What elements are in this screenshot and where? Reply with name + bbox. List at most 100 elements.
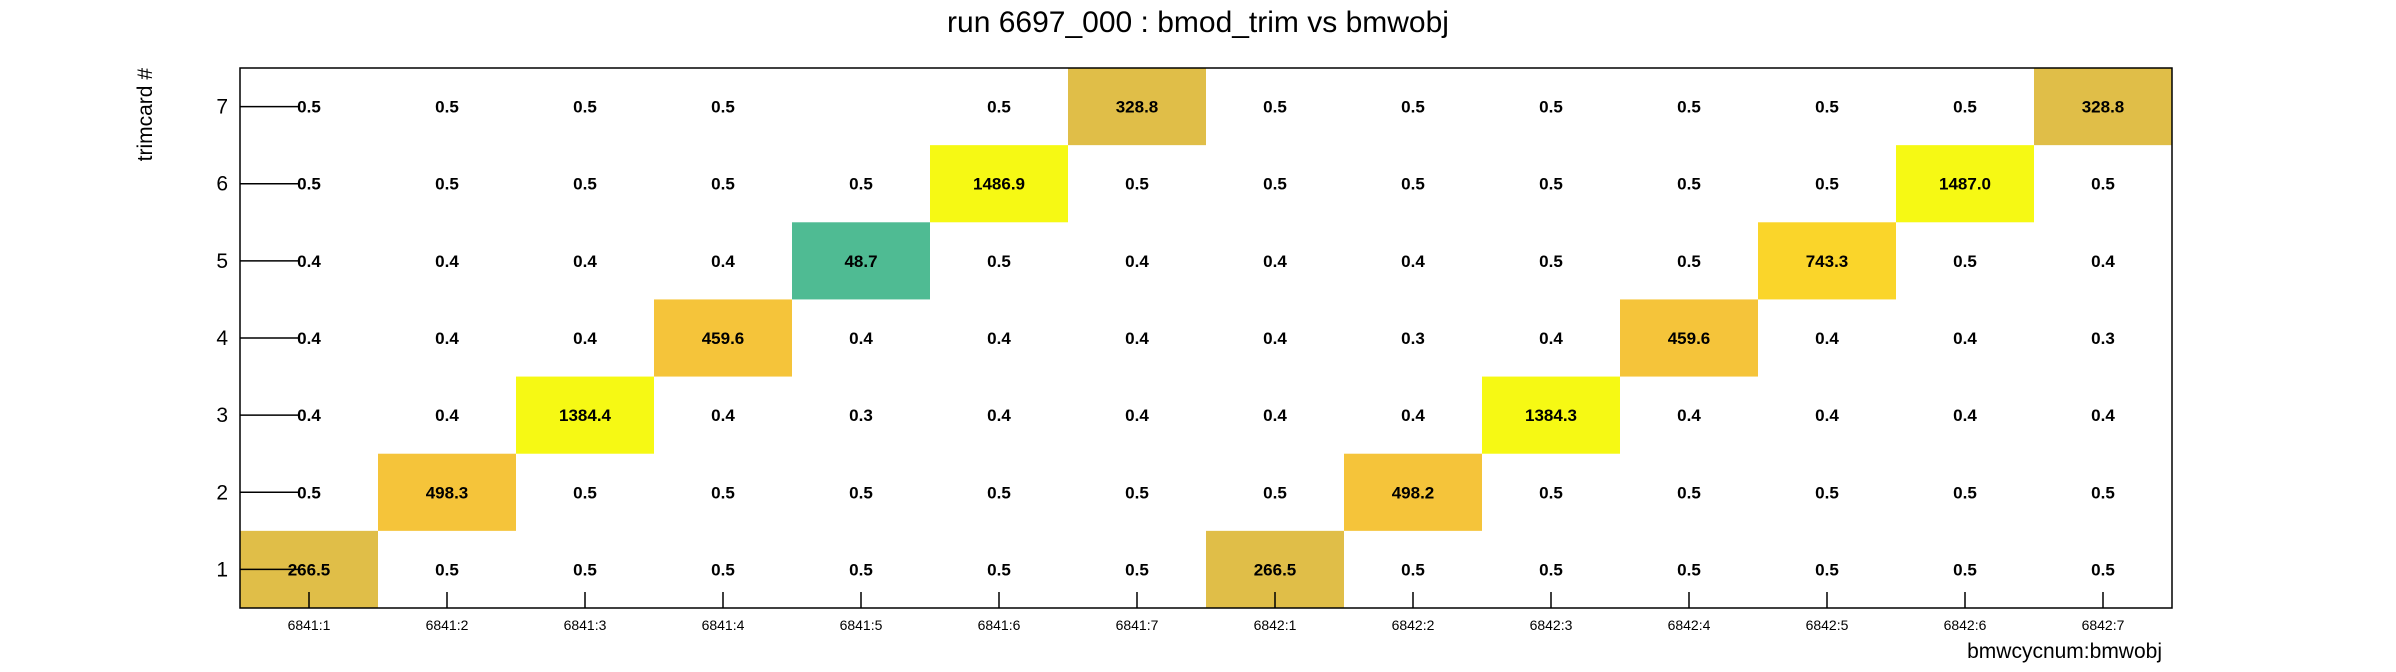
heatmap-cell: [378, 453, 516, 531]
cell-value-label: 498.3: [426, 483, 469, 502]
cell-value-label: 1486.9: [973, 175, 1025, 194]
x-axis: 6841:1 6841:2 6841:3 6841:4 6841:5 6841:6 6841…: [288, 592, 2125, 633]
cell-value-label: 0.4: [1401, 252, 1425, 271]
cell-value-label: 0.5: [1401, 175, 1425, 194]
cell-value-label: 0.5: [1125, 560, 1149, 579]
cell-value-label: 0.3: [1401, 329, 1425, 348]
cell-value-label: 0.4: [297, 329, 321, 348]
heatmap-cell: [1620, 299, 1758, 377]
heatmap-cell: [1896, 145, 2034, 223]
cell-value-label: 0.5: [2091, 483, 2115, 502]
cell-value-label: 0.5: [711, 560, 735, 579]
heatmap-cell: [930, 145, 1068, 223]
x-tick-label: 6841:5: [840, 617, 883, 633]
cell-value-label: 0.4: [1953, 406, 1977, 425]
cell-value-label: 0.5: [987, 560, 1011, 579]
y-tick-label: 7: [216, 96, 228, 119]
cell-value-label: 0.4: [1953, 329, 1977, 348]
y-axis: 1 2 3 4 5 6 7: [216, 96, 298, 581]
cell-value-label: 0.3: [849, 406, 873, 425]
cell-value-label: 0.4: [1677, 406, 1701, 425]
cell-value-label: 0.5: [573, 560, 597, 579]
cell-value-label: 1384.3: [1525, 406, 1577, 425]
x-axis-title: bmwcycnum:bmwobj: [1967, 640, 2162, 663]
y-tick-label: 3: [216, 404, 228, 427]
cell-value-label: 0.4: [1125, 406, 1149, 425]
cell-value-label: 0.4: [435, 252, 459, 271]
y-tick-label: 2: [216, 481, 228, 504]
x-tick-label: 6842:3: [1530, 617, 1573, 633]
cell-value-label: 0.4: [435, 329, 459, 348]
cell-value-label: 0.5: [1677, 175, 1701, 194]
cell-value-label: 0.5: [987, 483, 1011, 502]
cell-value-label: 0.5: [849, 175, 873, 194]
cell-value-label: 0.5: [1401, 98, 1425, 117]
cell-value-label: 0.5: [1539, 560, 1563, 579]
cell-value-label: 0.4: [1263, 406, 1287, 425]
cell-value-label: 0.4: [297, 406, 321, 425]
heatmap-cell: [792, 222, 930, 300]
cell-value-label: 0.5: [1263, 98, 1287, 117]
y-axis-title: trimcard #: [134, 68, 157, 162]
cell-value-label: 0.4: [435, 406, 459, 425]
cell-value-label: 0.5: [987, 252, 1011, 271]
cell-value-label: 0.4: [573, 329, 597, 348]
x-tick-label: 6842:4: [1668, 617, 1711, 633]
cell-value-label: 0.5: [849, 483, 873, 502]
cell-value-label: 0.5: [2091, 175, 2115, 194]
cell-value-label: 0.5: [1953, 252, 1977, 271]
cell-value-label: 0.4: [2091, 406, 2115, 425]
cell-value-label: 0.4: [987, 406, 1011, 425]
heatmap-cell: [1068, 68, 1206, 146]
cell-value-label: 0.5: [573, 175, 597, 194]
cell-value-label: 459.6: [1668, 329, 1711, 348]
cell-value-label: 0.4: [987, 329, 1011, 348]
cell-value-label: 0.5: [1263, 175, 1287, 194]
y-tick-label: 1: [216, 558, 228, 581]
x-tick-label: 6842:5: [1806, 617, 1849, 633]
x-tick-label: 6841:1: [288, 617, 331, 633]
cell-value-label: 0.5: [711, 98, 735, 117]
cell-value-label: 0.5: [1677, 560, 1701, 579]
cell-value-label: 0.5: [1539, 483, 1563, 502]
chart-title: run 6697_000 : bmod_trim vs bmwobj: [947, 6, 1449, 39]
cell-value-label: 266.5: [1254, 560, 1297, 579]
cell-value-label: 0.5: [1953, 98, 1977, 117]
cell-value-label: 0.4: [1815, 329, 1839, 348]
cell-value-label: 0.4: [1125, 252, 1149, 271]
cell-value-label: 0.5: [1953, 483, 1977, 502]
heatmap-cell: [1482, 376, 1620, 454]
x-tick-label: 6842:7: [2082, 617, 2125, 633]
heatmap-cell: [2034, 68, 2172, 146]
cell-value-label: 743.3: [1806, 252, 1849, 271]
cell-value-label: 0.5: [711, 175, 735, 194]
cell-value-label: 0.5: [1677, 252, 1701, 271]
cell-value-label: 0.5: [1815, 483, 1839, 502]
x-tick-label: 6841:6: [978, 617, 1021, 633]
x-tick-label: 6841:3: [564, 617, 607, 633]
cell-value-label: 0.5: [435, 175, 459, 194]
cell-value-label: 0.5: [1125, 483, 1149, 502]
cell-value-label: 0.5: [987, 98, 1011, 117]
x-tick-label: 6842:6: [1944, 617, 1987, 633]
cell-value-label: 0.5: [711, 483, 735, 502]
x-tick-label: 6842:1: [1254, 617, 1297, 633]
cell-value-label: 0.5: [2091, 560, 2115, 579]
cell-value-label: 1487.0: [1939, 175, 1991, 194]
cell-value-label: 459.6: [702, 329, 745, 348]
cell-value-label: 0.5: [1125, 175, 1149, 194]
x-tick-label: 6841:2: [426, 617, 469, 633]
cell-value-label: 0.5: [1401, 560, 1425, 579]
cell-value-label: 0.4: [1125, 329, 1149, 348]
plot-frame: [239, 67, 2173, 609]
cell-labels: 266.5 0.5 0.5 0.5 0.5 0.5 0.5 266.5 0.5 0.5 0.5 0.5…: [288, 98, 2125, 580]
cell-value-label: 0.5: [297, 175, 321, 194]
cell-value-label: 0.5: [573, 98, 597, 117]
cell-value-label: 0.5: [1953, 560, 1977, 579]
cell-value-label: 328.8: [1116, 98, 1159, 117]
heatmap-cell: [654, 299, 792, 377]
cell-value-label: 0.4: [573, 252, 597, 271]
cell-value-label: 0.4: [1815, 406, 1839, 425]
cell-value-label: 0.4: [2091, 252, 2115, 271]
